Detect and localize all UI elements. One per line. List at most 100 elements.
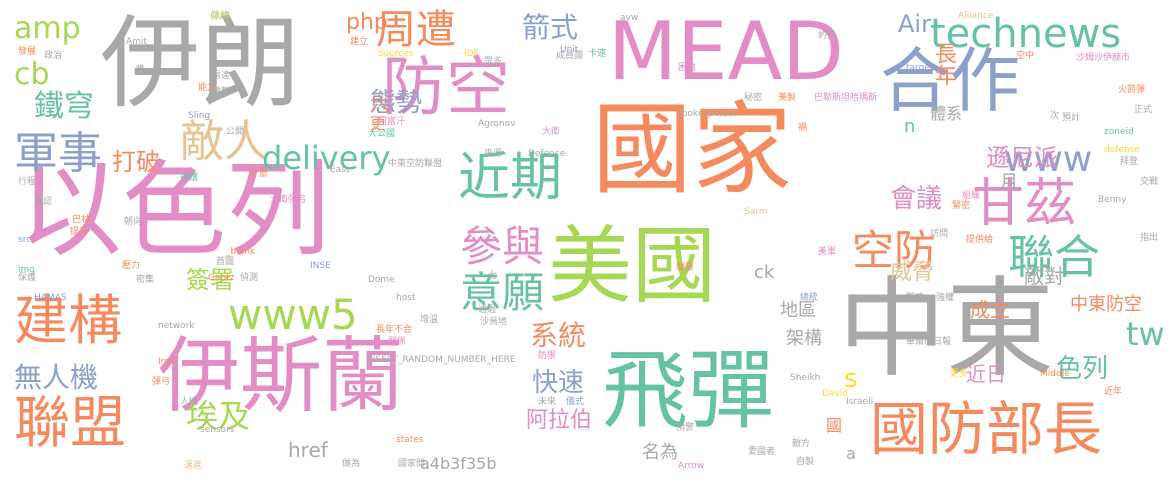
word: 阿拉伯: [526, 408, 593, 433]
word: Agronov: [478, 119, 516, 129]
word: 埃及: [186, 397, 251, 435]
word: 體系: [930, 104, 963, 123]
word: 參與: [460, 222, 545, 271]
word: states: [396, 435, 424, 445]
word: 甘茲: [972, 174, 1077, 234]
word: 關係: [388, 337, 407, 347]
word: 什麼: [250, 169, 269, 179]
word: 彈弓: [152, 377, 171, 387]
word: 敵對: [1024, 264, 1064, 288]
word: php: [346, 10, 388, 35]
word: 保護: [18, 273, 37, 283]
word: 中東: [838, 267, 1055, 392]
word: 預警: [676, 423, 695, 433]
word: 大公國: [368, 129, 396, 139]
word: 提升: [70, 227, 89, 237]
word: 無人機: [14, 361, 99, 394]
word: Air: [898, 10, 931, 38]
word: Alliance: [958, 11, 994, 21]
word: 組織: [962, 191, 981, 201]
word: sensors: [200, 425, 235, 435]
word: 強權: [936, 293, 955, 303]
word: 巴林: [72, 215, 91, 225]
word: 沙烏地: [480, 317, 508, 327]
word: www: [1004, 139, 1093, 180]
word: 打破: [112, 148, 160, 176]
word: 防空: [382, 51, 510, 125]
word: INSE: [310, 261, 331, 271]
word: 國家間: [398, 459, 426, 469]
word: 能力: [198, 83, 217, 93]
word: 聯盟: [14, 391, 126, 456]
word: 國防部長: [870, 395, 1103, 463]
word: 美國: [548, 217, 717, 315]
word: 公開: [226, 127, 245, 137]
word: Defence: [528, 149, 566, 159]
word: 敵人: [180, 116, 268, 167]
word: 來源: [484, 149, 503, 159]
word: zoneid: [1104, 127, 1134, 137]
word: n: [904, 116, 916, 137]
word: 飛彈: [602, 341, 774, 441]
word: 以色列: [18, 149, 331, 271]
word: defense: [1104, 145, 1140, 155]
word: ck: [754, 262, 775, 283]
word: 確認: [34, 197, 53, 207]
word: delivery: [262, 139, 391, 177]
word: Middle: [1040, 369, 1070, 379]
word: 六: [370, 92, 390, 116]
word: 名為: [642, 442, 678, 463]
word: 人機: [180, 397, 199, 407]
word: INSERT_RANDOM_NUMBER_HERE: [366, 355, 516, 365]
word: 遜尼派: [986, 144, 1058, 172]
word: 撤離: [212, 87, 231, 97]
word: 首圖: [216, 257, 235, 267]
word: 通過: [478, 305, 497, 315]
word: 壓力: [122, 261, 141, 271]
word: 增溫: [420, 315, 439, 325]
word: Unit: [560, 45, 579, 55]
word: 密集: [136, 275, 155, 285]
word: 七: [488, 271, 498, 281]
word: cb: [14, 57, 50, 92]
word: 沙姆沙伊赫市: [1076, 53, 1131, 63]
word: 近年: [1104, 387, 1123, 397]
word: 禍: [798, 123, 808, 133]
word: 阿富汗: [378, 117, 406, 127]
word: 國家: [592, 91, 792, 208]
word: 架構: [786, 328, 822, 349]
word: 成員國: [556, 51, 584, 61]
word: 行程: [18, 177, 37, 187]
word: 指出: [1140, 233, 1159, 243]
word: 近期: [458, 148, 563, 208]
word: 採購: [180, 173, 199, 183]
word: Sources: [378, 49, 414, 59]
word: 卡速: [588, 49, 607, 59]
word: Benny: [1098, 195, 1127, 205]
word: 自製: [796, 457, 815, 467]
word: host: [396, 293, 416, 303]
word: 近日: [966, 362, 1006, 386]
word: Amit: [126, 37, 147, 47]
word: 箭式: [522, 11, 579, 44]
word: 秘密: [744, 93, 763, 103]
word: s: [844, 364, 858, 394]
word: 愛國者: [748, 447, 776, 457]
word: Israeli: [846, 397, 874, 407]
word: 巴勒斯坦哈瑪斯: [814, 93, 878, 103]
word: 長年: [931, 42, 956, 86]
word: Gantz: [208, 273, 235, 283]
word: Spokesperson: [676, 109, 739, 119]
word: 伊斯蘭: [158, 329, 405, 424]
word: 朝向: [124, 217, 143, 227]
word: 交戰: [1140, 177, 1159, 187]
word: 提供給: [966, 235, 994, 245]
word: 合作: [880, 40, 1020, 122]
word: HAMAS: [34, 293, 67, 303]
word: 雷達: [212, 71, 231, 81]
word: 戰機: [906, 293, 925, 303]
word: 更: [370, 114, 387, 133]
word: 空中: [1016, 51, 1035, 61]
word: 大衛彈弓: [270, 195, 307, 205]
word: href: [288, 438, 328, 462]
